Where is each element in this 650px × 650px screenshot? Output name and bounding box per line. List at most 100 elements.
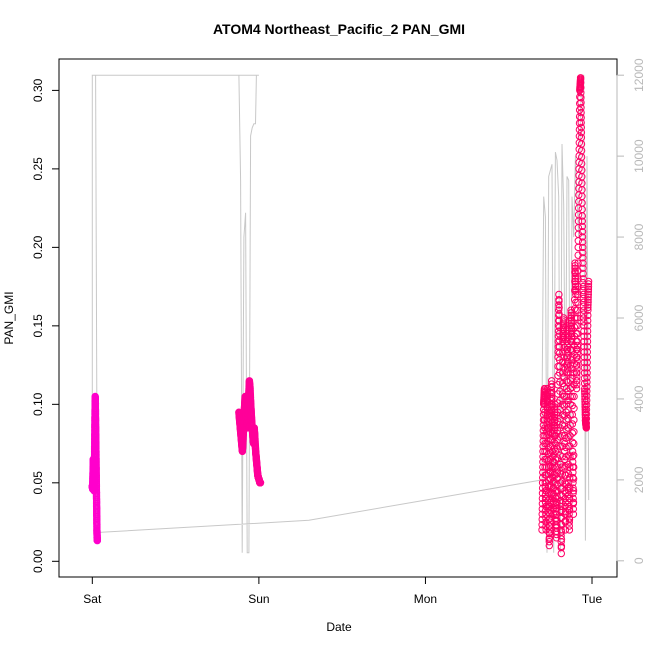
data-point: [583, 332, 592, 340]
data-point: [557, 521, 566, 529]
data-point: [577, 118, 585, 127]
data-point: [584, 296, 592, 304]
data-point: [541, 483, 549, 491]
data-point: [553, 426, 562, 435]
data-point: [583, 392, 591, 400]
x-tick-label: Tue: [582, 592, 603, 606]
data-point: [572, 290, 580, 299]
data-point: [573, 365, 581, 373]
y2-tick-label: 6000: [632, 304, 646, 331]
data-point: [583, 387, 591, 395]
data-point: [583, 358, 591, 367]
data-point: [564, 396, 572, 405]
data-point: [566, 484, 574, 492]
data-point: [545, 526, 554, 534]
data-point: [573, 373, 581, 381]
data-point: [561, 494, 569, 503]
data-point: [569, 498, 578, 507]
data-point: [577, 123, 585, 132]
plot-frame: [58, 58, 618, 578]
data-point: [578, 217, 586, 225]
data-point: [584, 316, 592, 325]
y2-tick-label: 8000: [632, 223, 646, 250]
data-point: [555, 306, 563, 314]
data-point: [569, 510, 578, 518]
data-point: [545, 534, 554, 542]
data-point: [577, 108, 585, 117]
data-point: [573, 357, 581, 365]
data-point: [558, 463, 566, 471]
data-point: [577, 104, 585, 112]
data-point: [568, 429, 577, 437]
data-point: [569, 453, 577, 461]
data-point: [93, 536, 102, 545]
data-point: [573, 345, 581, 354]
data-point: [545, 541, 553, 550]
data-point: [554, 417, 562, 425]
data-point: [584, 288, 592, 296]
data-point: [563, 326, 571, 334]
data-point: [555, 301, 563, 309]
data-point: [579, 264, 587, 272]
y-tick-label: 0.10: [31, 392, 45, 416]
data-point: [553, 469, 561, 477]
data-point: [577, 113, 585, 122]
data-point: [541, 432, 549, 440]
data-point: [579, 254, 587, 262]
data-point: [584, 280, 593, 288]
data-point: [573, 361, 581, 369]
data-point: [583, 396, 591, 405]
data-point: [563, 345, 572, 354]
data-point: [565, 515, 574, 524]
data-point: [584, 282, 593, 291]
data-point: [570, 392, 578, 401]
x-axis: Sat Sun Mon Tue: [83, 576, 603, 606]
data-point: [574, 237, 582, 245]
data-point: [573, 377, 581, 385]
x-tick-label: Mon: [414, 592, 437, 606]
data-point: [581, 387, 589, 395]
data-point: [583, 369, 591, 377]
data-point: [568, 411, 576, 419]
data-point: [568, 420, 577, 428]
data-point: [579, 243, 587, 252]
y-tick-label: 0.20: [31, 235, 45, 259]
data-point: [557, 535, 566, 543]
data-point: [564, 433, 572, 441]
y-tick-label: 0.30: [31, 78, 45, 102]
data-point: [566, 411, 574, 419]
data-point: [584, 298, 592, 306]
data-point: [580, 332, 588, 340]
data-point: [556, 451, 564, 459]
x-tick-label: Sun: [248, 592, 269, 606]
data-point: [572, 384, 581, 393]
data-point: [574, 298, 582, 306]
data-point: [566, 432, 574, 440]
data-point: [551, 455, 560, 463]
data-point: [566, 473, 574, 482]
data-point: [573, 341, 582, 350]
data-point: [583, 373, 591, 382]
data-point: [573, 353, 581, 361]
data-point: [543, 455, 551, 463]
data-point: [564, 451, 573, 459]
data-point: [583, 327, 592, 335]
data-point: [569, 489, 577, 497]
data-point: [577, 84, 585, 92]
y-tick-label: 0.15: [31, 314, 45, 338]
data-point: [543, 388, 552, 397]
data-point: [568, 392, 576, 401]
data-point: [580, 310, 588, 318]
data-point: [577, 94, 585, 102]
data-point: [562, 416, 570, 424]
data-point: [545, 538, 553, 546]
data-point: [545, 522, 554, 530]
data-point: [545, 530, 554, 538]
y2-tick-label: 12000: [632, 58, 646, 92]
data-point: [582, 405, 591, 414]
data-point: [554, 337, 562, 346]
data-point: [557, 528, 566, 536]
data-point: [579, 302, 588, 310]
data-point: [579, 294, 588, 303]
